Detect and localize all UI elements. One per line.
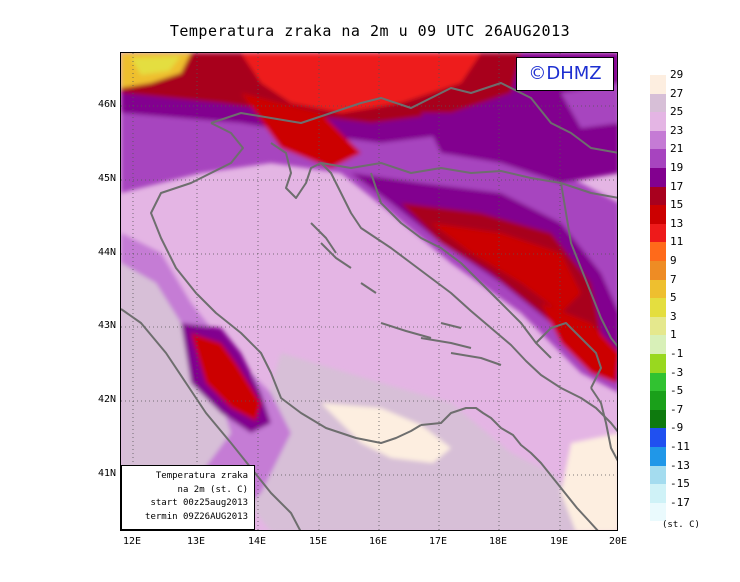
legend-swatch — [650, 409, 666, 429]
legend-swatch — [650, 93, 666, 113]
italy-west-zone — [121, 263, 231, 523]
legend-label: 7 — [670, 272, 677, 286]
legend-swatch — [650, 242, 666, 261]
legend-swatch — [650, 223, 666, 243]
lon-label-13e: 13E — [186, 536, 206, 547]
legend-label: 23 — [670, 123, 684, 137]
legend-unit: (st. C) — [662, 520, 700, 530]
legend-label: 27 — [670, 86, 684, 100]
legend-swatch — [650, 261, 666, 280]
legend-swatch — [650, 502, 666, 522]
lon-label-19e: 19E — [549, 536, 569, 547]
lon-label-17e: 17E — [428, 536, 448, 547]
legend-swatch — [650, 205, 666, 224]
lon-label-14e: 14E — [247, 536, 267, 547]
lon-label-15e: 15E — [308, 536, 328, 547]
legend-swatch — [650, 447, 666, 466]
lat-label-43n: 43N — [97, 320, 116, 331]
legend-label: -1 — [670, 347, 684, 360]
lat-label-41n: 41N — [97, 468, 116, 479]
abruzzo-cold-zone — [191, 333, 261, 421]
temperature-field — [121, 53, 617, 530]
legend-swatch — [650, 168, 666, 187]
lat-label-45n: 45N — [97, 173, 116, 184]
legend-label: 17 — [670, 179, 684, 193]
legend-label: 13 — [670, 216, 684, 230]
legend-swatch — [650, 335, 666, 354]
legend-label: -13 — [670, 458, 690, 472]
info-line-4: termin 09Z26AUG2013 — [145, 511, 248, 522]
legend-swatch — [650, 316, 666, 336]
legend-label: -7 — [670, 402, 684, 416]
legend-label: 11 — [670, 235, 684, 249]
lon-label-12e: 12E — [122, 536, 142, 547]
lon-label-18e: 18E — [488, 536, 508, 547]
legend-label: 9 — [670, 254, 677, 267]
info-line-1: Temperatura zraka — [155, 471, 248, 481]
legend-label: -11 — [670, 440, 690, 453]
legend-label: 15 — [670, 198, 684, 212]
map-title: Temperatura zraka na 2m u 09 UTC 26AUG20… — [169, 22, 571, 40]
temperature-map[interactable] — [120, 52, 618, 531]
legend-label: 21 — [670, 142, 684, 156]
legend-label: -17 — [670, 495, 690, 509]
legend-label: -5 — [670, 384, 684, 398]
legend-swatch — [650, 75, 666, 94]
legend-swatch — [650, 484, 666, 503]
croatia-mid-zone — [121, 93, 617, 392]
dinaric-zone — [351, 173, 617, 383]
lon-label-16e: 16E — [368, 536, 388, 547]
legend-swatch — [650, 372, 666, 392]
legend-swatch — [650, 465, 666, 485]
montenegro-cold-zone — [541, 303, 617, 383]
legend-swatch — [650, 186, 666, 206]
legend-label: 25 — [670, 105, 684, 119]
slovenia-zone — [241, 93, 361, 168]
legend-label: 19 — [670, 161, 684, 174]
lat-label-44n: 44N — [97, 247, 116, 258]
legend-label: -15 — [670, 477, 690, 491]
legend-label: 3 — [670, 309, 677, 323]
legend-label: -3 — [670, 365, 684, 379]
lon-label-20e: 20E — [608, 536, 628, 547]
legend-label: 29 — [670, 68, 684, 81]
legend-swatch — [650, 112, 666, 131]
legend-swatch — [650, 428, 666, 447]
legend-swatch — [650, 130, 666, 150]
legend-label: -9 — [670, 421, 684, 435]
alps-peak-zone — [131, 56, 181, 75]
legend-label: 5 — [670, 291, 677, 305]
info-box: Temperatura zraka na 2m (st. C) start 00… — [121, 465, 255, 530]
lat-label-42n: 42N — [97, 394, 116, 405]
coastlines-and-borders — [121, 82, 617, 530]
lat-label-46n: 46N — [97, 99, 116, 110]
legend-swatch — [650, 354, 666, 373]
legend-swatch — [650, 391, 666, 410]
legend-swatch — [650, 149, 666, 168]
alps-colder-zone — [241, 53, 481, 113]
legend-swatch — [650, 298, 666, 317]
bosnia-colder-zone — [431, 223, 581, 313]
info-line-2: na 2m (st. C) — [177, 484, 248, 495]
warmest-sea-zone — [321, 403, 451, 463]
legend-label: 1 — [670, 328, 677, 342]
dhmz-logo: ©DHMZ — [516, 57, 614, 91]
info-line-3: start 00z25aug2013 — [150, 498, 248, 508]
legend-swatch — [650, 279, 666, 299]
